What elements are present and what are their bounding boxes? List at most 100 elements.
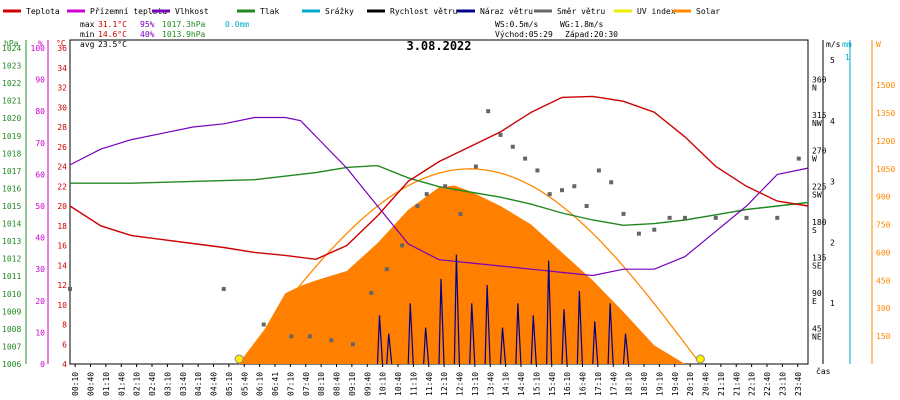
x-tick-label: 04:40 xyxy=(210,372,219,396)
wind-direction-point xyxy=(307,334,312,339)
stat-max-humidity: 95% xyxy=(140,20,155,29)
humidity-axis-unit: % xyxy=(38,39,43,48)
legend-label-6: Rychlost větru xyxy=(390,7,458,16)
x-tick-label: 07:40 xyxy=(302,372,311,396)
x-tick-label: 15:10 xyxy=(532,372,541,396)
wind-direction-point xyxy=(636,231,641,236)
legend-label-3: Vlhkost xyxy=(175,7,209,16)
wind-direction-point xyxy=(289,334,294,339)
temp-tick-label: 12 xyxy=(57,281,67,290)
temp-tick-label: 4 xyxy=(62,360,67,369)
temp-tick-label: 34 xyxy=(57,64,67,73)
stat-max-pressure: 1017.3hPa xyxy=(162,20,206,29)
x-tick-label: 09:10 xyxy=(348,372,357,396)
humidity-tick-label: 40 xyxy=(35,234,45,243)
solar-tick-label: 600 xyxy=(876,248,891,257)
wind-direction-point xyxy=(560,188,564,193)
solar-area xyxy=(239,185,701,364)
solar-tick-label: 300 xyxy=(876,304,891,313)
x-tick-label: 20:10 xyxy=(686,372,695,396)
x-tick-label: 20:40 xyxy=(702,372,711,396)
wind-gust-line xyxy=(376,254,630,365)
wind-direction-point xyxy=(415,204,420,208)
hpa-tick-label: 1024 xyxy=(2,44,21,53)
wind-direction-point xyxy=(796,156,801,161)
stat-min-humidity: 40% xyxy=(140,30,155,39)
stat-sunset: Západ:20:30 xyxy=(565,30,618,39)
x-tick-label: 00:40 xyxy=(87,372,96,396)
x-tick-label: 02:40 xyxy=(148,372,157,396)
solar-tick-label: 1050 xyxy=(876,165,895,174)
direction-tick-label: W xyxy=(812,155,817,164)
solar-tick-label: 900 xyxy=(876,193,891,202)
wind-direction-point xyxy=(572,184,577,189)
hpa-tick-label: 1008 xyxy=(2,325,21,334)
wind-direction-point xyxy=(621,211,626,216)
direction-tick-label: 225 xyxy=(812,182,827,191)
hpa-tick-label: 1020 xyxy=(2,114,21,123)
hpa-tick-label: 1006 xyxy=(2,360,21,369)
humidity-tick-label: 80 xyxy=(35,107,45,116)
legend-label-5: Srážky xyxy=(325,7,354,16)
wind-direction-point xyxy=(473,164,478,169)
direction-tick-label: NE xyxy=(812,332,822,341)
temp-tick-label: 32 xyxy=(57,84,67,93)
humidity-tick-label: 70 xyxy=(35,139,45,148)
legend-label-10: Solar xyxy=(696,7,720,16)
humidity-line xyxy=(69,116,809,277)
stat-wind-gust: WG:1.8m/s xyxy=(560,20,604,29)
x-tick-label: 02:10 xyxy=(133,372,142,396)
direction-tick-label: 90 xyxy=(812,289,822,298)
direction-tick-label: 315 xyxy=(812,111,827,120)
humidity-tick-label: 30 xyxy=(35,265,45,274)
hpa-tick-label: 1012 xyxy=(2,255,21,264)
x-tick-label: 18:10 xyxy=(625,372,634,396)
wind-direction-point xyxy=(369,290,374,295)
wind-direction-point xyxy=(547,192,552,197)
stat-min-label: min xyxy=(80,30,95,39)
hpa-tick-label: 1017 xyxy=(2,167,21,176)
x-tick-label: 01:10 xyxy=(102,372,111,396)
x-tick-label: 21:10 xyxy=(717,372,726,396)
wind-direction-point xyxy=(652,227,657,232)
direction-tick-label: E xyxy=(812,297,817,306)
hpa-tick-label: 1011 xyxy=(2,272,21,281)
temp-tick-label: 8 xyxy=(62,321,67,330)
direction-tick-label: 180 xyxy=(812,218,827,227)
wind-direction-point xyxy=(400,243,405,248)
direction-tick-label: NW xyxy=(812,119,822,128)
temp-tick-label: 30 xyxy=(57,103,67,112)
x-tick-label: 13:10 xyxy=(471,372,480,396)
x-tick-label: 08:40 xyxy=(333,372,342,396)
x-tick-label: 00:10 xyxy=(71,372,80,396)
x-tick-label: 22:40 xyxy=(763,372,772,396)
humidity-tick-label: 0 xyxy=(40,360,45,369)
wind-direction-point xyxy=(510,144,515,149)
solar-tick-label: 750 xyxy=(876,221,891,230)
x-tick-label: 16:40 xyxy=(579,372,588,396)
legend-label-8: Směr větru xyxy=(557,7,605,16)
x-axis-label: čas xyxy=(816,366,831,376)
stat-avg-label: avg xyxy=(80,40,95,49)
hpa-tick-label: 1016 xyxy=(2,184,21,193)
x-tick-label: 05:10 xyxy=(225,372,234,396)
stat-max-temp: 31.1°C xyxy=(98,20,127,29)
wind-direction-point xyxy=(609,180,614,185)
temp-tick-label: 16 xyxy=(57,242,67,251)
direction-tick-label: N xyxy=(812,84,817,93)
stat-max-label: max xyxy=(80,20,95,29)
x-tick-label: 05:40 xyxy=(240,372,249,396)
hpa-tick-label: 1019 xyxy=(2,132,21,141)
wind-direction-point xyxy=(443,184,448,189)
x-tick-label: 18:40 xyxy=(640,372,649,396)
legend-label-9: UV index xyxy=(637,7,676,16)
x-tick-label: 13:40 xyxy=(486,372,495,396)
humidity-tick-label: 90 xyxy=(35,76,45,85)
temp-tick-label: 24 xyxy=(57,163,67,172)
stat-min-temp: 14.6°C xyxy=(98,30,127,39)
legend-label-2: Přízemní teplota xyxy=(90,7,167,16)
hpa-tick-label: 1009 xyxy=(2,307,21,316)
wind-direction-point xyxy=(68,286,72,291)
direction-tick-label: S xyxy=(812,226,817,235)
